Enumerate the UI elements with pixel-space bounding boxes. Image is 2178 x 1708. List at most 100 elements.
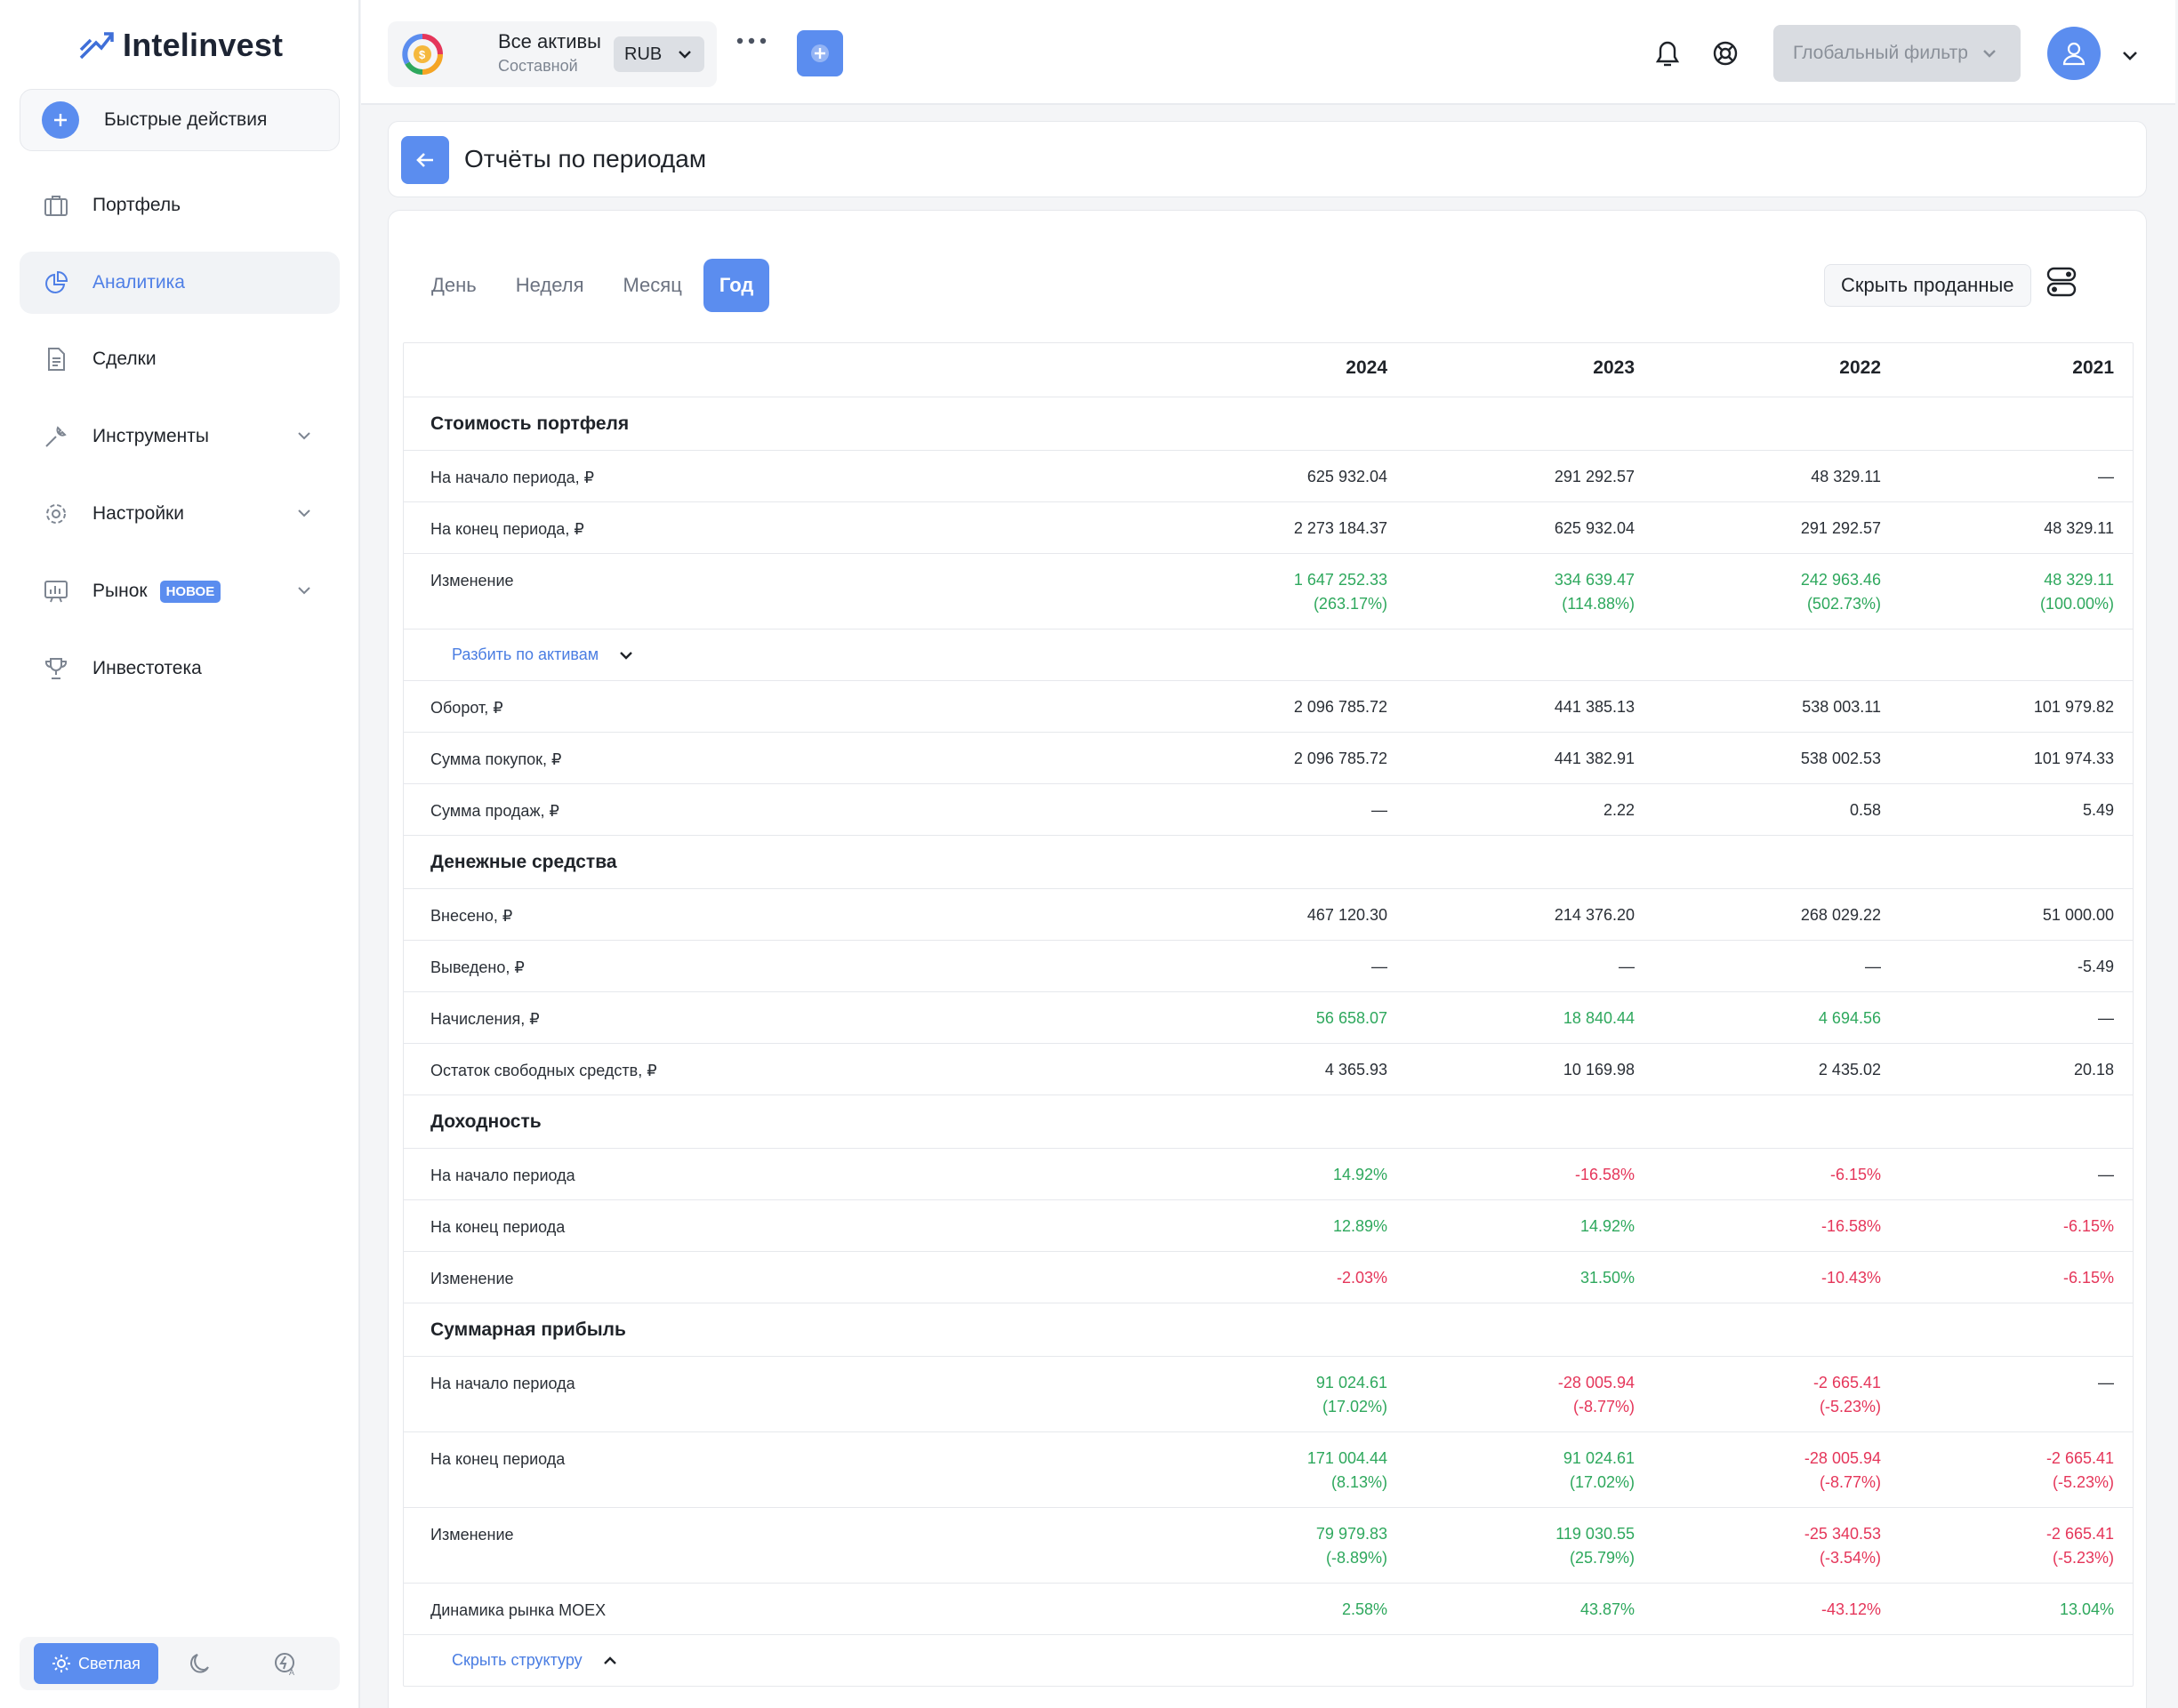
split-by-assets-link[interactable]: Разбить по активам — [452, 646, 634, 664]
table-cell: 538 003.11 — [1802, 698, 1881, 716]
hide-structure-row: Скрыть структуру — [404, 1634, 2133, 1686]
table-cell: 51 000.00 — [2042, 906, 2114, 924]
cell-percent: (-3.54%) — [1819, 1549, 1881, 1567]
moon-icon[interactable] — [187, 1650, 213, 1677]
table-cell: 48 329.11 — [1811, 468, 1881, 485]
year-header[interactable]: 2021 — [2072, 357, 2114, 378]
table-row: На конец периода, ₽ 2 273 184.37 625 932… — [404, 501, 2133, 553]
sidebar-item-label: Рынок — [92, 581, 148, 601]
pie-chart-icon — [45, 270, 68, 293]
cell-value: -28 005.94 — [1557, 1374, 1635, 1391]
sidebar-item-portfolio[interactable]: Портфель — [20, 174, 340, 237]
sidebar-item-market[interactable]: Рынок НОВОЕ — [20, 560, 340, 622]
year-header[interactable]: 2024 — [1346, 357, 1387, 378]
row-label: На начало периода — [430, 1375, 575, 1392]
chart-board-icon — [44, 581, 68, 603]
sidebar-item-settings[interactable]: Настройки — [20, 483, 340, 545]
row-label: Оборот, ₽ — [430, 699, 503, 717]
table-row: Внесено, ₽ 467 120.30 214 376.20 268 029… — [404, 888, 2133, 940]
sidebar-item-tools[interactable]: Инструменты — [20, 405, 340, 468]
avatar[interactable] — [2047, 27, 2101, 80]
portfolio-selector[interactable]: $ Все активы Составной RUB — [388, 21, 717, 87]
chevron-down-icon — [1983, 50, 1996, 58]
table-cell: 101 979.82 — [2033, 698, 2114, 716]
table-cell: -2 665.41 (-5.23%) — [1901, 1522, 2114, 1570]
chevron-down-icon — [620, 651, 633, 660]
table-cell: -2 665.41 (-5.23%) — [1668, 1371, 1881, 1419]
table-cell: — — [2098, 468, 2114, 485]
cell-percent: (17.02%) — [1569, 1473, 1635, 1491]
add-portfolio-button[interactable] — [797, 30, 843, 76]
sidebar-item-analytics[interactable]: Аналитика — [20, 252, 340, 314]
table-cell: — — [1901, 1371, 2114, 1395]
plus-icon — [42, 101, 79, 139]
cell-percent: (263.17%) — [1313, 595, 1387, 613]
year-header[interactable]: 2022 — [1839, 357, 1881, 378]
year-header[interactable]: 2023 — [1593, 357, 1635, 378]
table-cell: 538 002.53 — [1800, 750, 1881, 767]
more-options-icon[interactable] — [736, 37, 767, 44]
cell-value: 334 639.47 — [1554, 571, 1635, 589]
global-filter-label: Глобальный фильтр — [1793, 43, 1968, 63]
cell-value: -2 665.41 — [1812, 1374, 1881, 1391]
table-row: Динамика рынка MOEX 2.58% 43.87% -43.12%… — [404, 1583, 2133, 1634]
table-cell: 441 382.91 — [1554, 750, 1635, 767]
quick-actions-button[interactable]: Быстрые действия — [20, 89, 340, 151]
trophy-icon — [44, 658, 68, 679]
cell-percent: (-8.77%) — [1572, 1398, 1635, 1415]
logo[interactable]: Intelinvest — [78, 25, 283, 66]
table-cell: 291 292.57 — [1800, 519, 1881, 537]
toggle-settings-icon[interactable] — [2046, 266, 2077, 298]
table-cell: -16.58% — [1820, 1217, 1881, 1235]
table-cell: 625 932.04 — [1554, 519, 1635, 537]
user-icon — [2062, 42, 2086, 66]
tab-month[interactable]: Месяц — [623, 274, 682, 296]
cell-percent: (25.79%) — [1569, 1549, 1635, 1567]
bell-icon[interactable] — [1652, 37, 1683, 69]
section-yield: Доходность — [404, 1095, 2133, 1148]
hide-structure-link[interactable]: Скрыть структуру — [452, 1651, 618, 1670]
table-cell: 625 932.04 — [1306, 468, 1387, 485]
sidebar-item-trades[interactable]: Сделки — [20, 328, 340, 390]
row-label: Остаток свободных средств, ₽ — [430, 1062, 657, 1079]
new-badge: НОВОЕ — [159, 580, 221, 603]
cell-percent: (100.00%) — [2039, 595, 2114, 613]
cell-percent: (-5.23%) — [2052, 1473, 2114, 1491]
page-title: Отчёты по периодам — [464, 145, 707, 172]
chevron-down-icon[interactable] — [2120, 46, 2140, 66]
back-button[interactable] — [401, 136, 449, 184]
cell-value: -2 665.41 — [2045, 1449, 2114, 1467]
auto-theme-icon[interactable]: A — [272, 1650, 299, 1677]
tab-year[interactable]: Год — [703, 259, 770, 312]
lifebuoy-icon[interactable] — [1711, 39, 1740, 68]
reports-card: День Неделя Месяц Год Скрыть проданные 2… — [388, 210, 2147, 1708]
theme-light-button[interactable]: Светлая — [34, 1643, 158, 1684]
section-title: Суммарная прибыль — [430, 1319, 626, 1340]
table-row: Изменение -2.03% 31.50% -10.43% -6.15% — [404, 1251, 2133, 1303]
currency-select[interactable]: RUB — [614, 36, 704, 72]
table-cell: 101 974.33 — [2033, 750, 2114, 767]
tab-week[interactable]: Неделя — [515, 274, 584, 296]
table-cell: 2.22 — [1603, 801, 1635, 819]
cell-value: -25 340.53 — [1804, 1525, 1881, 1543]
table-cell: 20.18 — [2073, 1061, 2114, 1079]
table-row: Начисления, ₽ 56 658.07 18 840.44 4 694.… — [404, 991, 2133, 1043]
hide-sold-button[interactable]: Скрыть проданные — [1824, 264, 2031, 307]
table-cell: 10 169.98 — [1563, 1061, 1635, 1079]
table-cell: -2.03% — [1336, 1269, 1387, 1287]
table-cell: — — [1371, 801, 1387, 819]
section-title: Денежные средства — [430, 852, 617, 872]
table-cell: 48 329.11 (100.00%) — [1901, 568, 2114, 616]
cell-percent: (502.73%) — [1806, 595, 1881, 613]
table-cell: 1 647 252.33 (263.17%) — [1174, 568, 1387, 616]
sidebar-item-investoteka[interactable]: Инвестотека — [20, 637, 340, 700]
table-cell: 56 658.07 — [1315, 1009, 1387, 1027]
table-cell: 2 273 184.37 — [1293, 519, 1387, 537]
table-cell: 14.92% — [1579, 1217, 1635, 1235]
table-row: Изменение 1 647 252.33 (263.17%) 334 639.… — [404, 553, 2133, 629]
global-filter-button[interactable]: Глобальный фильтр — [1773, 25, 2021, 82]
table-cell: 79 979.83 (-8.89%) — [1174, 1522, 1387, 1570]
theme-light-label: Светлая — [78, 1654, 141, 1672]
cell-percent: (-5.23%) — [2052, 1549, 2114, 1567]
tab-day[interactable]: День — [431, 274, 477, 296]
